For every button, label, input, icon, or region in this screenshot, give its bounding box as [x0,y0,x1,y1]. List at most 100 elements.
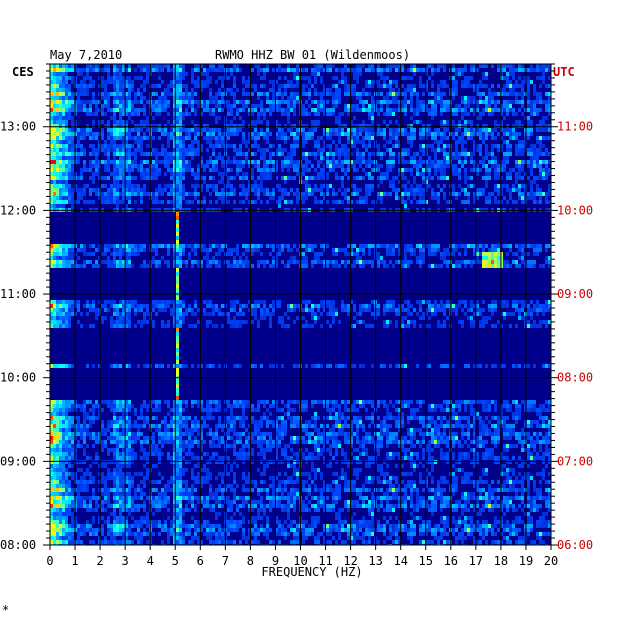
spectrogram-cell [206,324,209,328]
spectrogram-cell [167,112,170,116]
spectrogram-cell [245,80,248,84]
spectrogram-cell [407,192,410,196]
spectrogram-cell [158,136,161,140]
spectrogram-cell [389,252,392,256]
spectrogram-cell [371,300,374,304]
spectrogram-cell [95,132,98,136]
spectrogram-cell [287,304,290,308]
spectrogram-cell [521,304,524,308]
spectrogram-cell [428,128,431,132]
spectrogram-cell [434,128,437,132]
spectrogram-cell [317,140,320,144]
spectrogram-cell [59,112,62,116]
spectrogram-cell [230,144,233,148]
spectrogram-cell [83,252,86,256]
spectrogram-cell [173,252,176,256]
spectrogram-cell [107,64,110,68]
spectrogram-cell [116,244,119,248]
spectrogram-cell [494,120,497,124]
spectrogram-cell [59,72,62,76]
spectrogram-cell [173,104,176,108]
spectrogram-cell [521,192,524,196]
spectrogram-cell [62,316,65,320]
spectrogram-cell [371,160,374,164]
spectrogram-cell [305,168,308,172]
spectrogram-cell [89,144,92,148]
spectrogram-cell [116,264,119,268]
spectrogram-cell [230,128,233,132]
spectrogram-cell [113,244,116,248]
spectrogram-cell [161,320,164,324]
spectrogram-cell [362,308,365,312]
spectrogram-cell [116,164,119,168]
spectrogram-cell [137,64,140,68]
spectrogram-cell [221,172,224,176]
spectrogram-cell [296,96,299,100]
spectrogram-cell [68,264,71,268]
spectrogram-cell [242,136,245,140]
spectrogram-cell [500,108,503,112]
spectrogram-cell [281,68,284,72]
spectrogram-cell [515,148,518,152]
spectrogram-cell [308,112,311,116]
spectrogram-cell [467,196,470,200]
spectrogram-cell [101,92,104,96]
spectrogram-cell [242,152,245,156]
spectrogram-cell [305,112,308,116]
spectrogram-cell [260,132,263,136]
spectrogram-cell [122,132,125,136]
spectrogram-cell [332,100,335,104]
spectrogram-cell [269,176,272,180]
spectrogram-cell [419,156,422,160]
spectrogram-cell [314,244,317,248]
spectrogram-cell [521,168,524,172]
spectrogram-cell [110,264,113,268]
spectrogram-cell [86,84,89,88]
spectrogram-cell [383,68,386,72]
spectrogram-cell [215,164,218,168]
spectrogram-cell [248,140,251,144]
spectrogram-cell [95,308,98,312]
spectrogram-cell [482,72,485,76]
spectrogram-cell [338,200,341,204]
spectrogram-cell [422,316,425,320]
spectrogram-cell [68,92,71,96]
spectrogram-cell [326,200,329,204]
spectrogram-cell [128,116,131,120]
spectrogram-cell [86,300,89,304]
spectrogram-cell [68,104,71,108]
spectrogram-cell [320,136,323,140]
spectrogram-cell [476,308,479,312]
spectrogram-cell [395,324,398,328]
spectrogram-cell [200,248,203,252]
spectrogram-cell [455,304,458,308]
spectrogram-cell [503,244,506,248]
spectrogram-cell [203,312,206,316]
spectrogram-cell [239,128,242,132]
spectrogram-cell [164,128,167,132]
spectrogram-cell [164,260,167,264]
spectrogram-cell [122,324,125,328]
spectrogram-cell [116,92,119,96]
spectrogram-cell [446,316,449,320]
spectrogram-cell [473,68,476,72]
spectrogram-cell [368,176,371,180]
spectrogram-cell [242,92,245,96]
spectrogram-cell [518,312,521,316]
spectrogram-cell [131,164,134,168]
spectrogram-cell [164,188,167,192]
spectrogram-cell [98,188,101,192]
spectrogram-cell [275,256,278,260]
spectrogram-cell [68,300,71,304]
spectrogram-cell [476,116,479,120]
spectrogram-cell [515,188,518,192]
spectrogram-cell [464,132,467,136]
spectrogram-cell [227,68,230,72]
spectrogram-cell [62,264,65,268]
spectrogram-cell [350,184,353,188]
spectrogram-cell [446,108,449,112]
spectrogram-cell [440,100,443,104]
spectrogram-cell [170,152,173,156]
spectrogram-cell [263,192,266,196]
spectrogram-cell [137,112,140,116]
